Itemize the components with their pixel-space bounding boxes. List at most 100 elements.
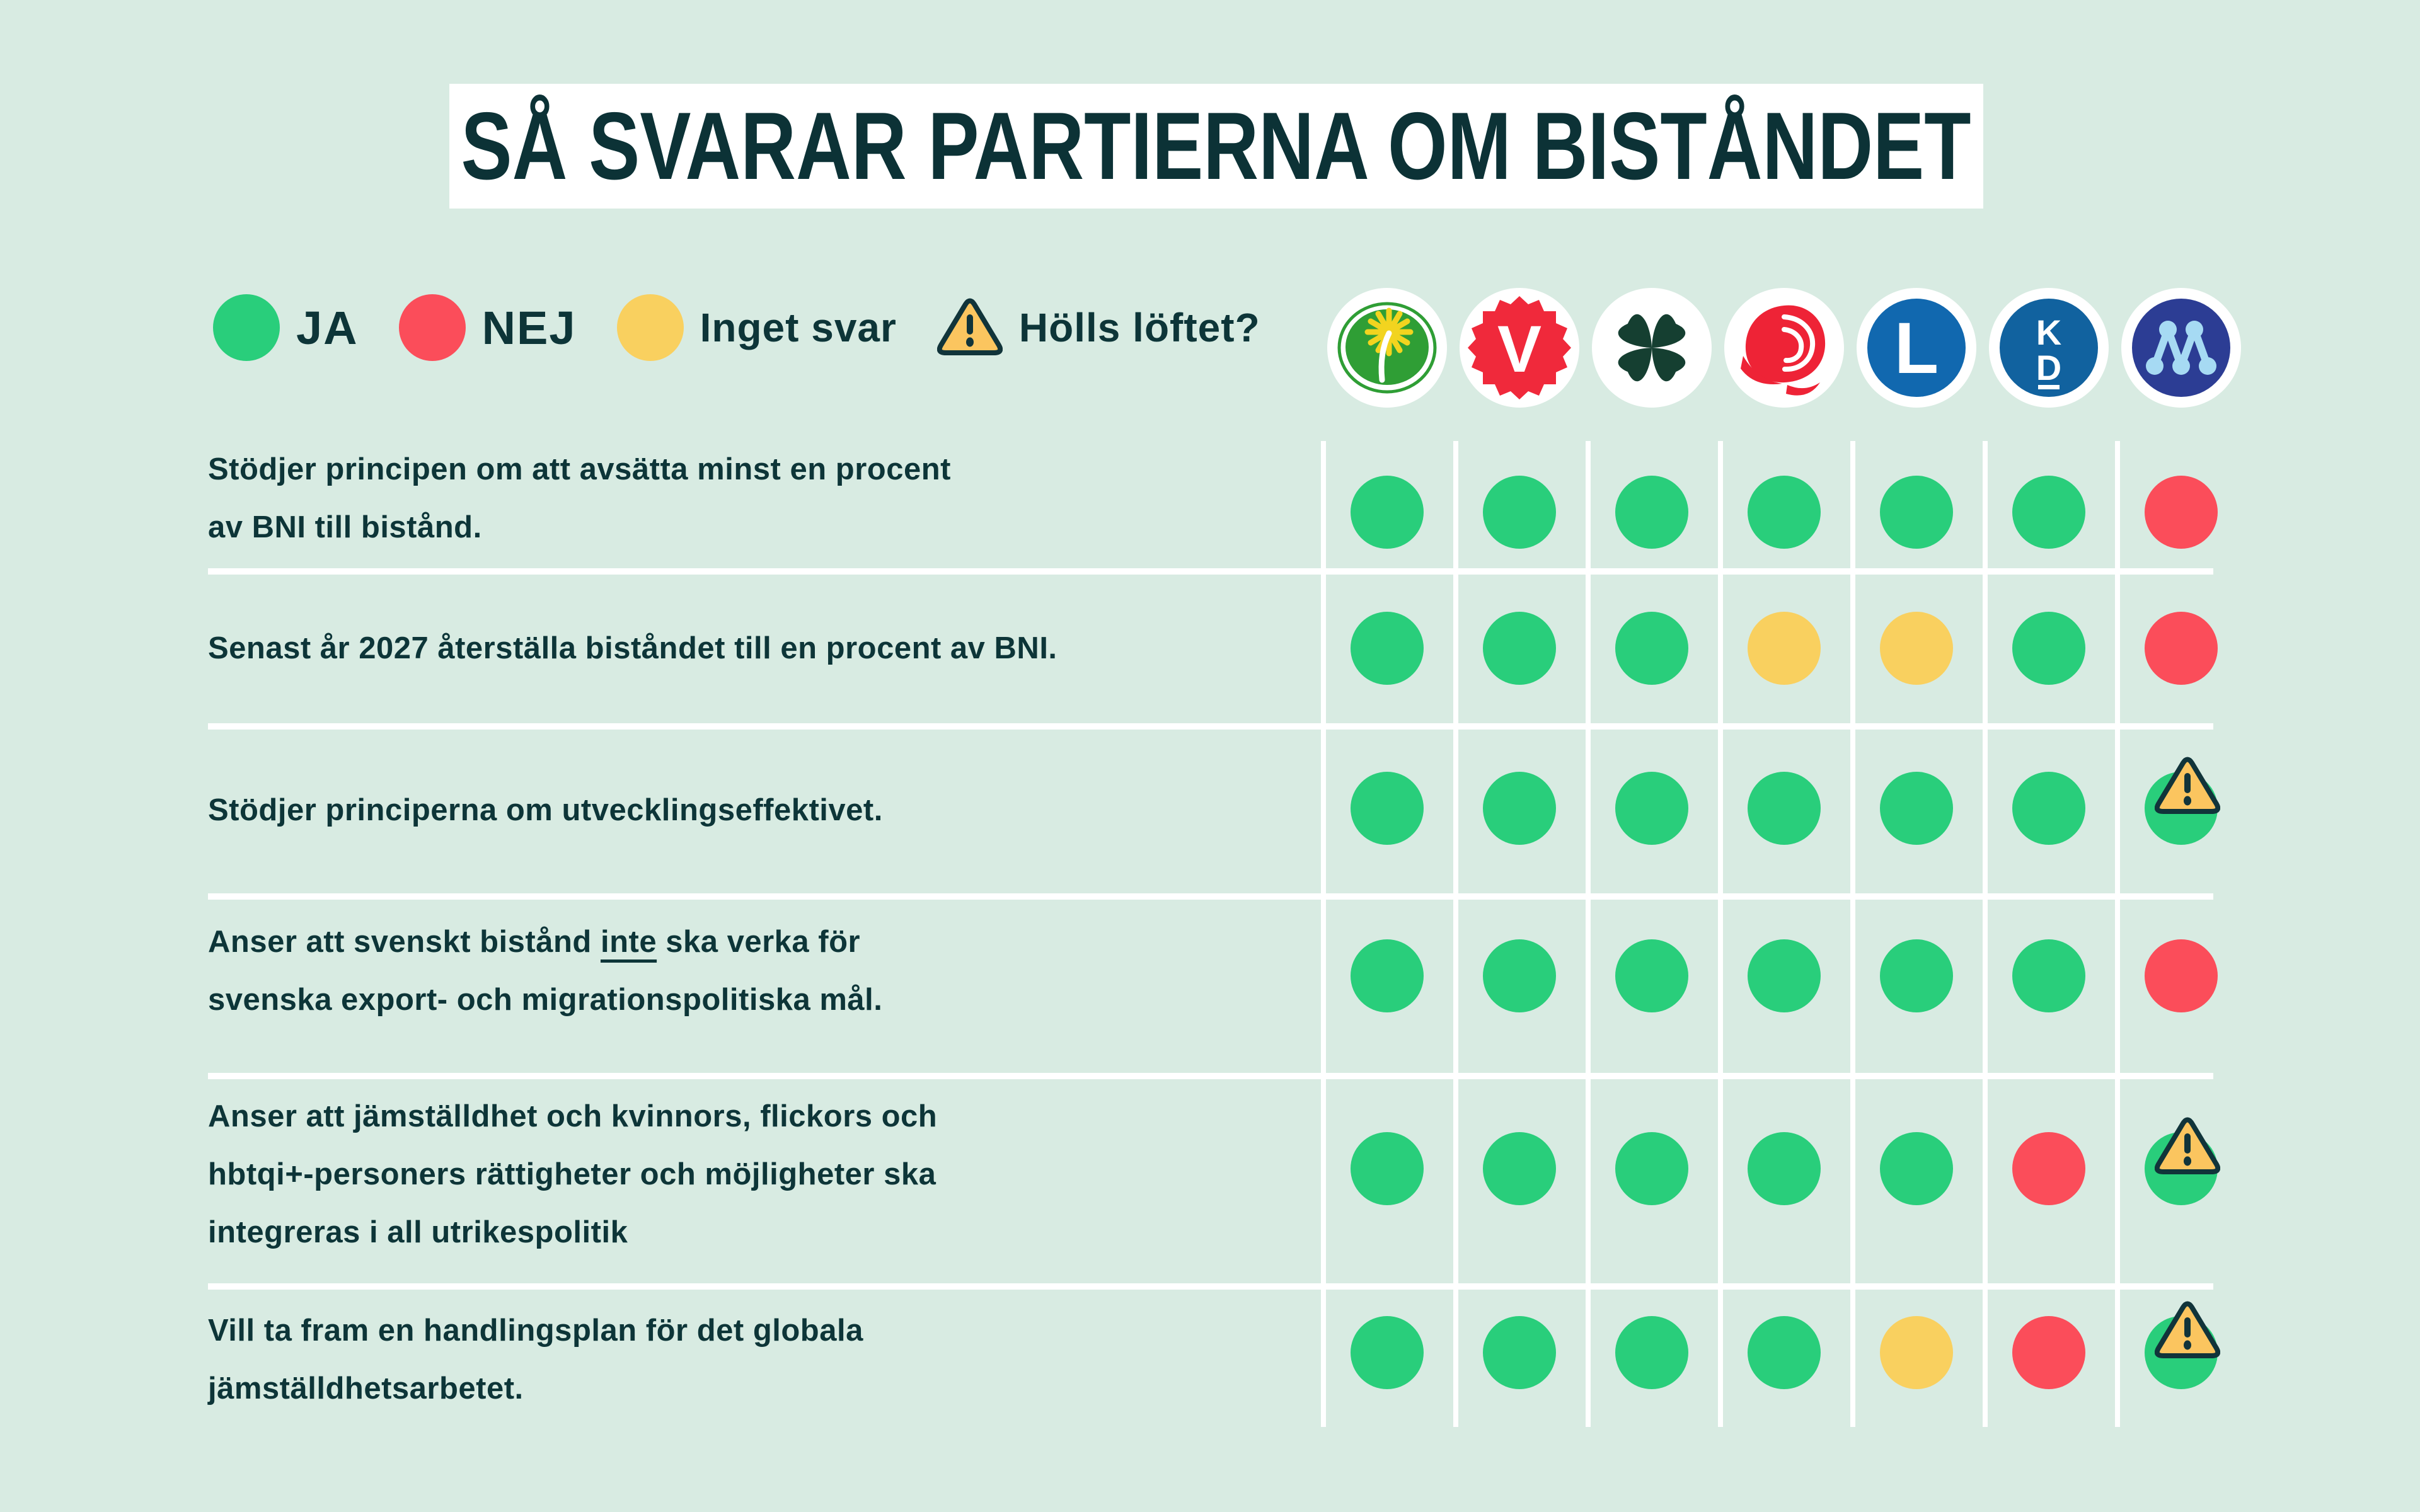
answer-dot-kd-row1-ja — [2012, 476, 2085, 549]
legend-item-ja: JA — [213, 294, 359, 361]
page-title: SÅ SVARAR PARTIERNA OM BISTÅNDET — [461, 92, 1972, 200]
column-divider — [1586, 441, 1591, 1427]
statement-5: Anser att jämställdhet och kvinnors, fli… — [208, 1087, 1317, 1261]
answer-dot-l-row2-inget_svar — [1880, 612, 1953, 685]
kristdemokraterna-logo-icon: K D — [1989, 288, 2109, 408]
promise-warning-badge-m-row5 — [2154, 1116, 2221, 1177]
liberalerna-logo-icon: L — [1857, 288, 1976, 408]
answer-dot-m-row2-nej — [2145, 612, 2218, 685]
promise-warning-triangle-icon — [2154, 1117, 2221, 1174]
row-divider — [208, 723, 2213, 730]
answer-dot-v-row2-ja — [1483, 612, 1556, 685]
legend-label-nej: NEJ — [481, 301, 577, 354]
statement-6: Vill ta fram en handlingsplan för det gl… — [208, 1302, 1317, 1418]
statement-1-line-1: Stödjer principen om att avsätta minst e… — [208, 452, 951, 486]
answer-dot-l-row1-ja — [1880, 476, 1953, 549]
promise-warning-badge-m-row6 — [2154, 1300, 2221, 1361]
row-divider — [208, 568, 2213, 575]
answer-dot-c-row2-ja — [1615, 612, 1688, 685]
promise-warning-triangle-icon — [2154, 757, 2221, 814]
answer-dot-kd-row4-ja — [2012, 939, 2085, 1012]
answer-dot-mp-row5-ja — [1351, 1132, 1424, 1205]
answer-dot-s-row5-ja — [1748, 1132, 1821, 1205]
answer-dot-kd-row6-nej — [2012, 1316, 2085, 1389]
inget-svar-dot-icon — [616, 294, 684, 361]
legend-label-holls-loftet: Hölls löftet? — [1018, 305, 1260, 350]
warning-triangle-icon — [936, 298, 1003, 355]
column-divider — [1453, 441, 1458, 1427]
ja-dot-icon — [213, 294, 280, 361]
column-divider — [2115, 441, 2120, 1427]
answer-dot-v-row6-ja — [1483, 1316, 1556, 1389]
answer-dot-v-row1-ja — [1483, 476, 1556, 549]
answer-dot-s-row3-ja — [1748, 772, 1821, 845]
answer-dot-c-row3-ja — [1615, 772, 1688, 845]
statement-6-line-2: jämställdhetsarbetet. — [208, 1372, 524, 1406]
miljopartiet-logo-icon — [1327, 288, 1447, 408]
row-divider — [208, 1073, 2213, 1079]
statement-5-line-1: Anser att jämställdhet och kvinnors, fli… — [208, 1099, 938, 1133]
answer-dot-m-row1-nej — [2145, 476, 2218, 549]
row-divider — [208, 893, 2213, 900]
statement-3: Stödjer principerna om utvecklingseffekt… — [208, 781, 1317, 839]
svg-text:K: K — [2036, 312, 2061, 352]
answer-dot-kd-row3-ja — [2012, 772, 2085, 845]
column-divider — [1983, 441, 1988, 1427]
svg-text:L: L — [1894, 308, 1939, 389]
statement-5-line-3: integreras i all utrikespolitik — [208, 1215, 628, 1249]
answer-dot-v-row5-ja — [1483, 1132, 1556, 1205]
answer-dot-v-row3-ja — [1483, 772, 1556, 845]
svg-text:D: D — [2036, 348, 2061, 387]
statement-1-line-2: av BNI till bistånd. — [208, 510, 482, 544]
answer-dot-mp-row6-ja — [1351, 1316, 1424, 1389]
statement-4-line-1: Anser att svenskt bistånd inte ska verka… — [208, 925, 861, 959]
answer-dot-c-row1-ja — [1615, 476, 1688, 549]
row-divider — [208, 1283, 2213, 1290]
socialdemokraterna-logo-icon — [1724, 288, 1844, 408]
statement-3-line-1: Stödjer principerna om utvecklingseffekt… — [208, 793, 883, 827]
answer-dot-m-row4-nej — [2145, 939, 2218, 1012]
answer-dot-l-row3-ja — [1880, 772, 1953, 845]
answer-dot-mp-row3-ja — [1351, 772, 1424, 845]
legend-item-holls-loftet: Hölls löftet? — [936, 296, 1260, 359]
moderaterna-logo-icon — [2121, 288, 2241, 408]
legend-label-inget-svar: Inget svar — [700, 305, 897, 350]
column-divider — [1718, 441, 1723, 1427]
statement-2: Senast år 2027 återställa biståndet till… — [208, 619, 1317, 677]
promise-warning-triangle-icon — [2154, 1301, 2221, 1358]
answer-dot-c-row5-ja — [1615, 1132, 1688, 1205]
statement-5-line-2: hbtqi+-personers rättigheter och möjligh… — [208, 1157, 936, 1191]
svg-text:V: V — [1497, 312, 1541, 386]
answer-dot-s-row1-ja — [1748, 476, 1821, 549]
statement-2-line-1: Senast år 2027 återställa biståndet till… — [208, 631, 1057, 665]
legend-item-inget-svar: Inget svar — [616, 294, 897, 361]
statement-1: Stödjer principen om att avsätta minst e… — [208, 440, 1317, 556]
answer-dot-l-row6-inget_svar — [1880, 1316, 1953, 1389]
answer-dot-s-row2-inget_svar — [1748, 612, 1821, 685]
answer-dot-mp-row1-ja — [1351, 476, 1424, 549]
centerpartiet-logo-icon — [1592, 288, 1712, 408]
column-divider — [1850, 441, 1855, 1427]
answer-dot-kd-row2-ja — [2012, 612, 2085, 685]
vansterpartiet-logo-icon: V — [1460, 288, 1579, 408]
statement-4: Anser att svenskt bistånd inte ska verka… — [208, 913, 1317, 1029]
answer-dot-l-row5-ja — [1880, 1132, 1953, 1205]
title-banner: SÅ SVARAR PARTIERNA OM BISTÅNDET — [449, 84, 1983, 209]
answer-dot-mp-row4-ja — [1351, 939, 1424, 1012]
nej-dot-icon — [398, 294, 466, 361]
legend: JA NEJ Inget svar Hölls löftet? — [213, 282, 1301, 373]
answer-dot-v-row4-ja — [1483, 939, 1556, 1012]
answer-dot-c-row6-ja — [1615, 1316, 1688, 1389]
promise-warning-badge-m-row3 — [2154, 755, 2221, 817]
answer-dot-kd-row5-nej — [2012, 1132, 2085, 1205]
legend-label-ja: JA — [296, 301, 359, 354]
legend-item-nej: NEJ — [398, 294, 577, 361]
answer-dot-mp-row2-ja — [1351, 612, 1424, 685]
answer-dot-s-row4-ja — [1748, 939, 1821, 1012]
statement-6-line-1: Vill ta fram en handlingsplan för det gl… — [208, 1314, 863, 1348]
answer-dot-s-row6-ja — [1748, 1316, 1821, 1389]
answer-dot-l-row4-ja — [1880, 939, 1953, 1012]
column-divider — [1321, 441, 1326, 1427]
statement-4-line-2: svenska export- och migrationspolitiska … — [208, 983, 883, 1017]
